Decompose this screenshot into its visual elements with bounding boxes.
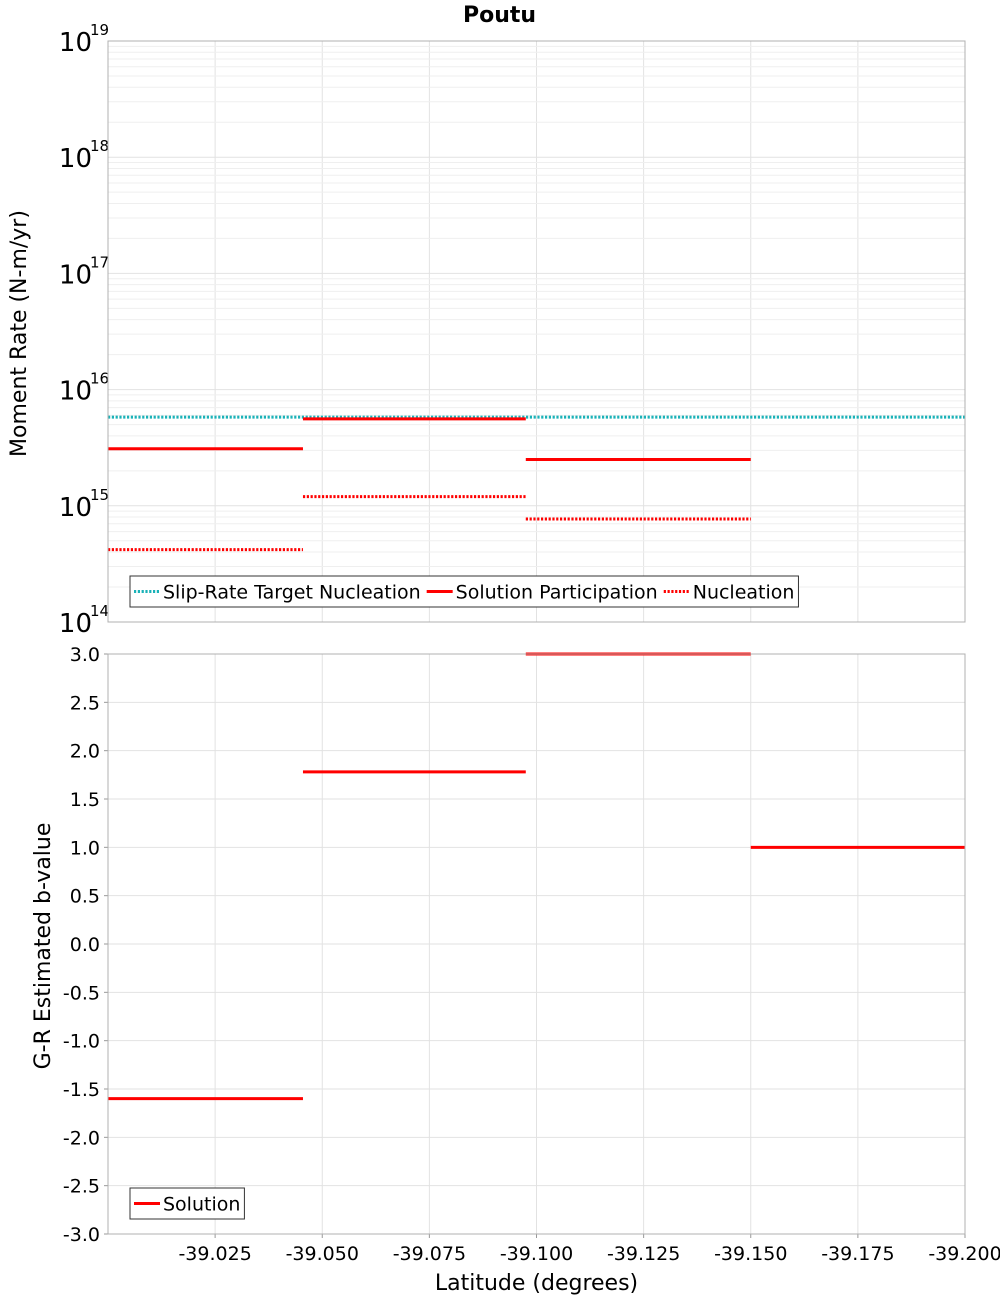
y-tick-exponent: 16	[90, 370, 109, 388]
legend: Slip-Rate Target Nucleation Solution Part…	[129, 575, 799, 608]
legend-label: Nucleation	[693, 582, 795, 604]
x-tick-label: -39.175	[821, 1243, 894, 1265]
y-tick-label: -3.0	[63, 1224, 100, 1246]
y-tick-label: 3.0	[70, 644, 100, 666]
y-tick-label: 2.0	[70, 741, 100, 763]
y-tick-label: 0.0	[70, 934, 100, 956]
y-tick-label: -2.0	[63, 1127, 100, 1149]
y-tick-label: 10	[59, 260, 92, 290]
y-tick-label: 1.5	[70, 789, 100, 811]
legend: Solution	[129, 1187, 245, 1220]
y-tick-exponent: 17	[90, 253, 109, 271]
y-tick-label: -1.0	[63, 1031, 100, 1053]
y-tick-label: -1.5	[63, 1079, 100, 1101]
x-tick-label: -39.125	[607, 1243, 680, 1265]
y-tick-exponent: 14	[90, 602, 109, 620]
x-tick-label: -39.050	[286, 1243, 359, 1265]
y-axis-title: G-R Estimated b-value	[31, 823, 56, 1070]
y-tick-label: 2.5	[70, 692, 100, 714]
y-tick-exponent: 15	[90, 486, 109, 504]
y-tick-label: 10	[59, 377, 92, 407]
legend-label: Slip-Rate Target Nucleation	[163, 582, 421, 604]
y-tick-exponent: 19	[90, 21, 109, 39]
x-tick-label: -39.075	[393, 1243, 466, 1265]
y-tick-label: 10	[59, 28, 92, 58]
x-tick-label: -39.150	[714, 1243, 787, 1265]
plot-border	[107, 653, 966, 1235]
x-tick-label: -39.200	[928, 1243, 1000, 1265]
y-tick-label: 10	[59, 144, 92, 174]
plot-border	[107, 40, 966, 623]
y-tick-exponent: 18	[90, 137, 109, 155]
y-tick-label: 1.0	[70, 837, 100, 859]
legend-label: Solution Participation	[456, 582, 658, 604]
y-axis-title: Moment Rate (N-m/yr)	[7, 210, 32, 457]
legend-label: Solution	[163, 1194, 240, 1216]
x-tick-label: -39.025	[178, 1243, 251, 1265]
y-tick-label: 10	[59, 609, 92, 639]
x-tick-label: -39.100	[500, 1243, 573, 1265]
y-tick-label: 10	[59, 493, 92, 523]
chart-title: Poutu	[463, 3, 536, 28]
y-tick-label: -2.5	[63, 1176, 100, 1198]
x-axis-title: Latitude (degrees)	[435, 1271, 638, 1296]
y-tick-label: 0.5	[70, 886, 100, 908]
y-tick-label: -0.5	[63, 982, 100, 1004]
